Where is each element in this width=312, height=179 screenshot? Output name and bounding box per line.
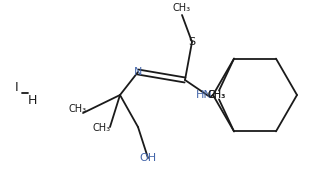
Text: CH₃: CH₃: [208, 90, 226, 100]
Text: CH₃: CH₃: [93, 123, 111, 133]
Text: OH: OH: [139, 153, 157, 163]
Text: CH₃: CH₃: [69, 104, 87, 114]
Text: HN: HN: [196, 90, 212, 100]
Text: N: N: [134, 67, 142, 77]
Text: CH₃: CH₃: [173, 3, 191, 13]
Text: S: S: [188, 37, 196, 47]
Text: CH₃: CH₃: [208, 90, 226, 100]
Text: I: I: [15, 81, 19, 93]
Text: H: H: [27, 93, 37, 107]
